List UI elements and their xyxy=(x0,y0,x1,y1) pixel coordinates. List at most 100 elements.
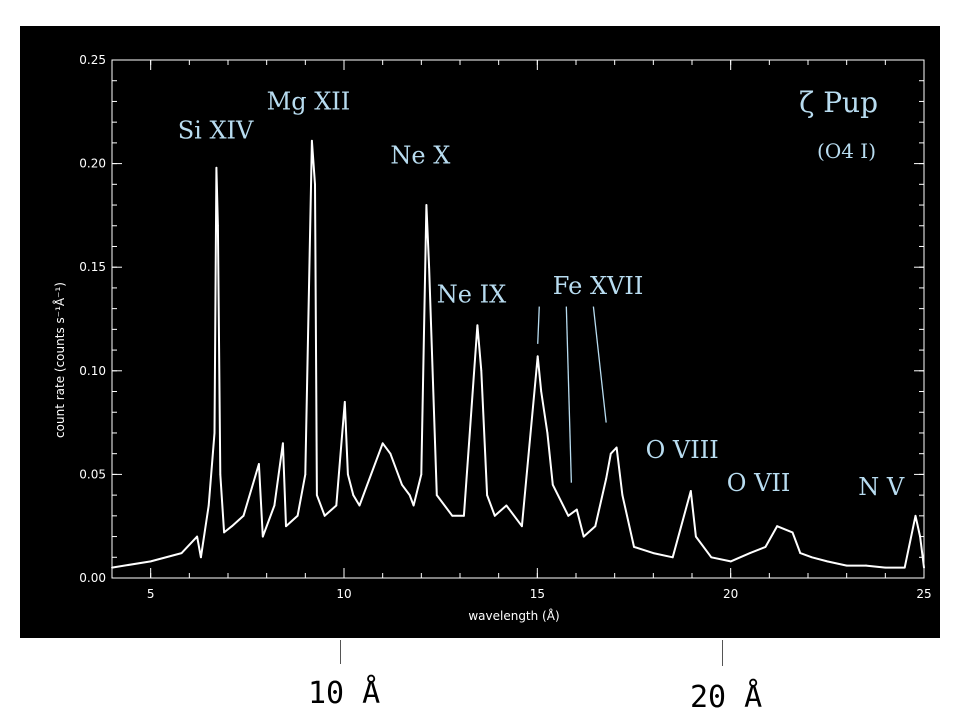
x-tick-label-3: 20 xyxy=(723,587,738,601)
spectrum-point xyxy=(764,546,767,548)
spectrum-point xyxy=(462,514,465,517)
spectrum-point xyxy=(451,514,454,517)
spectrum-point xyxy=(381,442,384,445)
spectrum-point xyxy=(615,446,618,449)
spectrum-point xyxy=(865,564,867,567)
spectrum-point xyxy=(314,183,316,186)
spectrum-point xyxy=(346,473,349,476)
y-tick-label-3: 0.15 xyxy=(79,260,106,274)
spectrum-point xyxy=(594,525,597,528)
spectrum-point xyxy=(111,566,113,569)
spectrum-point xyxy=(180,552,183,555)
spectrum-point xyxy=(215,166,218,169)
spectrum-point xyxy=(352,494,355,497)
spectrum-point xyxy=(505,504,508,507)
spectrum-point xyxy=(914,514,917,517)
ion-label-6: O VII xyxy=(727,469,791,497)
spectrum-point xyxy=(540,390,543,393)
spectrum-point xyxy=(689,490,692,492)
spectrum-point xyxy=(196,535,198,538)
tick-20-marker xyxy=(722,640,723,666)
spectrum-point xyxy=(242,514,245,517)
spectrum-point xyxy=(296,514,299,517)
spectrum-point xyxy=(389,452,392,455)
spectrum-point xyxy=(370,473,372,476)
spectrum-point xyxy=(213,432,216,434)
spectrum-point xyxy=(671,556,674,559)
spectrum-point xyxy=(791,531,794,534)
spectrum-point xyxy=(493,514,496,517)
fe-pointer-line-1 xyxy=(565,306,573,483)
spectrum-point xyxy=(567,514,570,517)
spectrum-point xyxy=(412,504,415,507)
spectrum-point xyxy=(633,546,635,548)
spectrum-point xyxy=(710,556,713,559)
ion-label-2: Ne X xyxy=(390,142,450,170)
spectrum-point xyxy=(536,355,539,358)
spectrum-point xyxy=(486,494,488,497)
spectrum-point xyxy=(335,504,338,507)
spectrum-point xyxy=(282,442,284,445)
spectrum-point xyxy=(476,324,479,327)
spectrum-point xyxy=(621,494,624,497)
ion-label-0: Si XIV xyxy=(178,117,254,145)
spectrum-point xyxy=(149,560,152,563)
spectrum-point xyxy=(826,560,829,563)
spectrum-point xyxy=(408,494,411,497)
x-tick-label-2: 15 xyxy=(530,587,545,601)
y-tick-label-0: 0.00 xyxy=(79,571,106,585)
spectrum-point xyxy=(258,463,260,465)
spectrum-point xyxy=(845,564,848,567)
fe-pointer-line-0 xyxy=(537,306,540,344)
x-axis-label: wavelength (Å) xyxy=(468,608,559,623)
spectrum-point xyxy=(304,473,307,476)
spectrum-point xyxy=(605,477,608,480)
spectrum-point xyxy=(316,494,318,497)
spectrum-point xyxy=(425,204,428,206)
spectrum-point xyxy=(435,494,438,497)
x-tick-label-1: 10 xyxy=(336,587,351,601)
spectrum-point xyxy=(694,535,697,538)
spectrum-line-0 xyxy=(111,139,925,569)
y-tick-label-1: 0.05 xyxy=(79,467,106,481)
spectrum-point xyxy=(207,504,210,507)
spectrum-point xyxy=(729,560,732,563)
spectrum-point xyxy=(776,525,778,528)
wavelength-10-label: 10 Å xyxy=(308,676,381,711)
plot-frame xyxy=(111,59,925,579)
spectrum-point xyxy=(810,556,813,559)
tick-10-marker xyxy=(340,640,341,664)
ion-label-7: N V xyxy=(858,473,905,501)
spectrum-point xyxy=(480,369,483,372)
spectrum-point xyxy=(903,566,906,569)
spectrum-point xyxy=(285,525,287,528)
spectrum-point xyxy=(358,504,361,507)
spectrum-point xyxy=(799,552,802,555)
spectrum-panel: 5 10 15 20 25 0.00 0.05 0.10 0.15 0.20 0.25 Si XIV… xyxy=(20,26,940,638)
spectrum-point xyxy=(219,473,222,476)
spectrum-chart: 5 10 15 20 25 0.00 0.05 0.10 0.15 0.20 0.25 Si XIV… xyxy=(52,53,932,623)
spectrum-point xyxy=(919,535,922,538)
spectrum-point xyxy=(749,552,751,555)
ion-label-3: Ne IX xyxy=(437,280,506,308)
x-tick-label-0: 5 xyxy=(147,587,155,601)
spectrum-point xyxy=(575,508,578,511)
wavelength-20-label: 20 Å xyxy=(690,680,763,715)
spectrum-point xyxy=(223,531,226,534)
spectrum-point xyxy=(323,514,326,517)
ion-label-5: O VIII xyxy=(646,436,719,464)
spectrum-point xyxy=(311,139,313,142)
spectrum-point xyxy=(551,483,554,486)
spectrum-point xyxy=(230,525,233,528)
spectrum-point xyxy=(261,535,264,538)
y-axis-label: count rate (counts s⁻¹Å⁻¹) xyxy=(52,282,67,438)
spectrum-point xyxy=(401,483,403,486)
star-type-label: (O4 I) xyxy=(817,139,876,163)
fe-pointer-line-2 xyxy=(592,306,607,423)
spectrum-point xyxy=(428,266,430,269)
spectrum-point xyxy=(652,552,655,555)
spectrum-point xyxy=(217,224,219,227)
spectrum-point xyxy=(420,473,423,476)
ion-label-1: Mg XII xyxy=(267,88,351,116)
spectrum-point xyxy=(273,504,276,507)
